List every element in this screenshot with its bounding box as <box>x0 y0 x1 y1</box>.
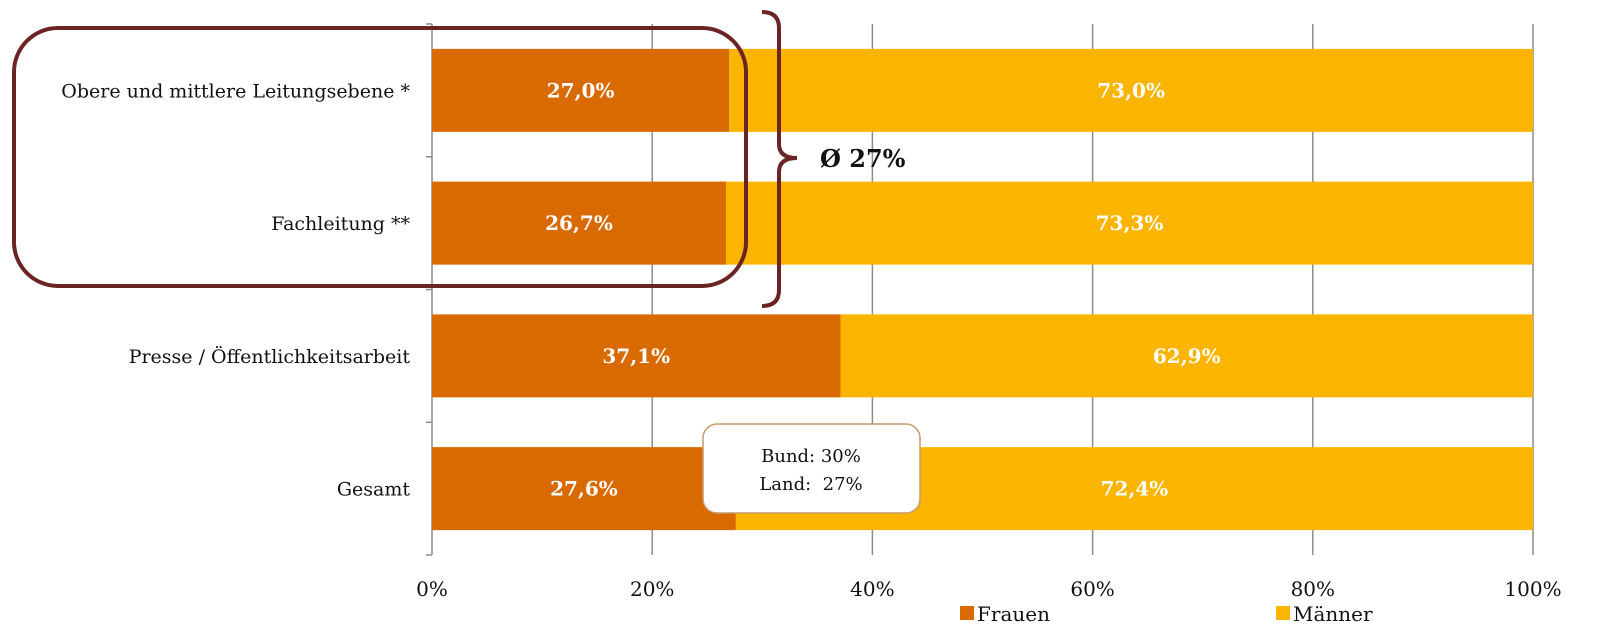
x-tick-label: 80% <box>1291 577 1335 601</box>
legend-swatch-maenner <box>1276 606 1290 620</box>
average-brace: Ø 27% <box>761 10 906 308</box>
highlight-rounded-rect <box>12 26 748 288</box>
legend-label-maenner: Männer <box>1293 602 1373 626</box>
bar-value-label: 26,7% <box>545 211 613 235</box>
category-label: Presse / Öffentlichkeitsarbeit <box>129 345 411 368</box>
legend: Frauen Männer <box>960 602 1373 626</box>
category-label: Fachleitung ** <box>271 213 410 235</box>
bar-series <box>432 48 1533 531</box>
x-tick-label: 0% <box>416 577 448 601</box>
bar-data-labels: 27,0% 73,0% 26,7% 73,3% 37,1% 62,9% 27,6% 72,4% <box>545 78 1220 500</box>
note-line-land: Land: 27% <box>759 474 862 495</box>
category-labels: Obere und mittlere Leitungsebene * Fachle… <box>61 80 410 500</box>
category-label: Gesamt <box>337 479 411 501</box>
bar-segment-frauen <box>432 447 736 531</box>
bar-segment-maenner <box>840 314 1533 398</box>
category-label: Obere und mittlere Leitungsebene * <box>61 80 410 102</box>
bar-value-label: 27,0% <box>547 78 615 102</box>
bar-segment-frauen <box>432 48 730 132</box>
note-line-bund: Bund: 30% <box>761 446 861 467</box>
bar-segment-maenner <box>725 181 1533 265</box>
bar-value-label: 72,4% <box>1101 477 1169 501</box>
x-tick-label: 20% <box>630 577 674 601</box>
bar-value-label: 73,3% <box>1096 211 1164 235</box>
bar-value-label: 27,6% <box>550 477 618 501</box>
note-callout: Bund: 30% Land: 27% <box>702 423 921 514</box>
legend-label-frauen: Frauen <box>977 602 1050 626</box>
x-tick-label: 100% <box>1504 577 1561 601</box>
bar-value-label: 37,1% <box>602 344 670 368</box>
x-tick-labels: 0% 20% 40% 60% 80% 100% <box>416 577 1561 601</box>
category-axis <box>426 23 433 556</box>
bar-value-label: 73,0% <box>1097 78 1165 102</box>
highlight-box <box>12 26 748 288</box>
curly-brace <box>761 10 798 308</box>
bar-value-label: 62,9% <box>1153 344 1221 368</box>
bar-segment-frauen <box>432 181 726 265</box>
bar-segment-frauen <box>432 314 841 398</box>
legend-swatch-frauen <box>960 606 974 620</box>
average-label: Ø 27% <box>820 144 906 173</box>
x-tick-label: 40% <box>850 577 894 601</box>
x-tick-label: 60% <box>1070 577 1114 601</box>
bar-segment-maenner <box>729 48 1533 132</box>
note-box <box>702 423 921 514</box>
